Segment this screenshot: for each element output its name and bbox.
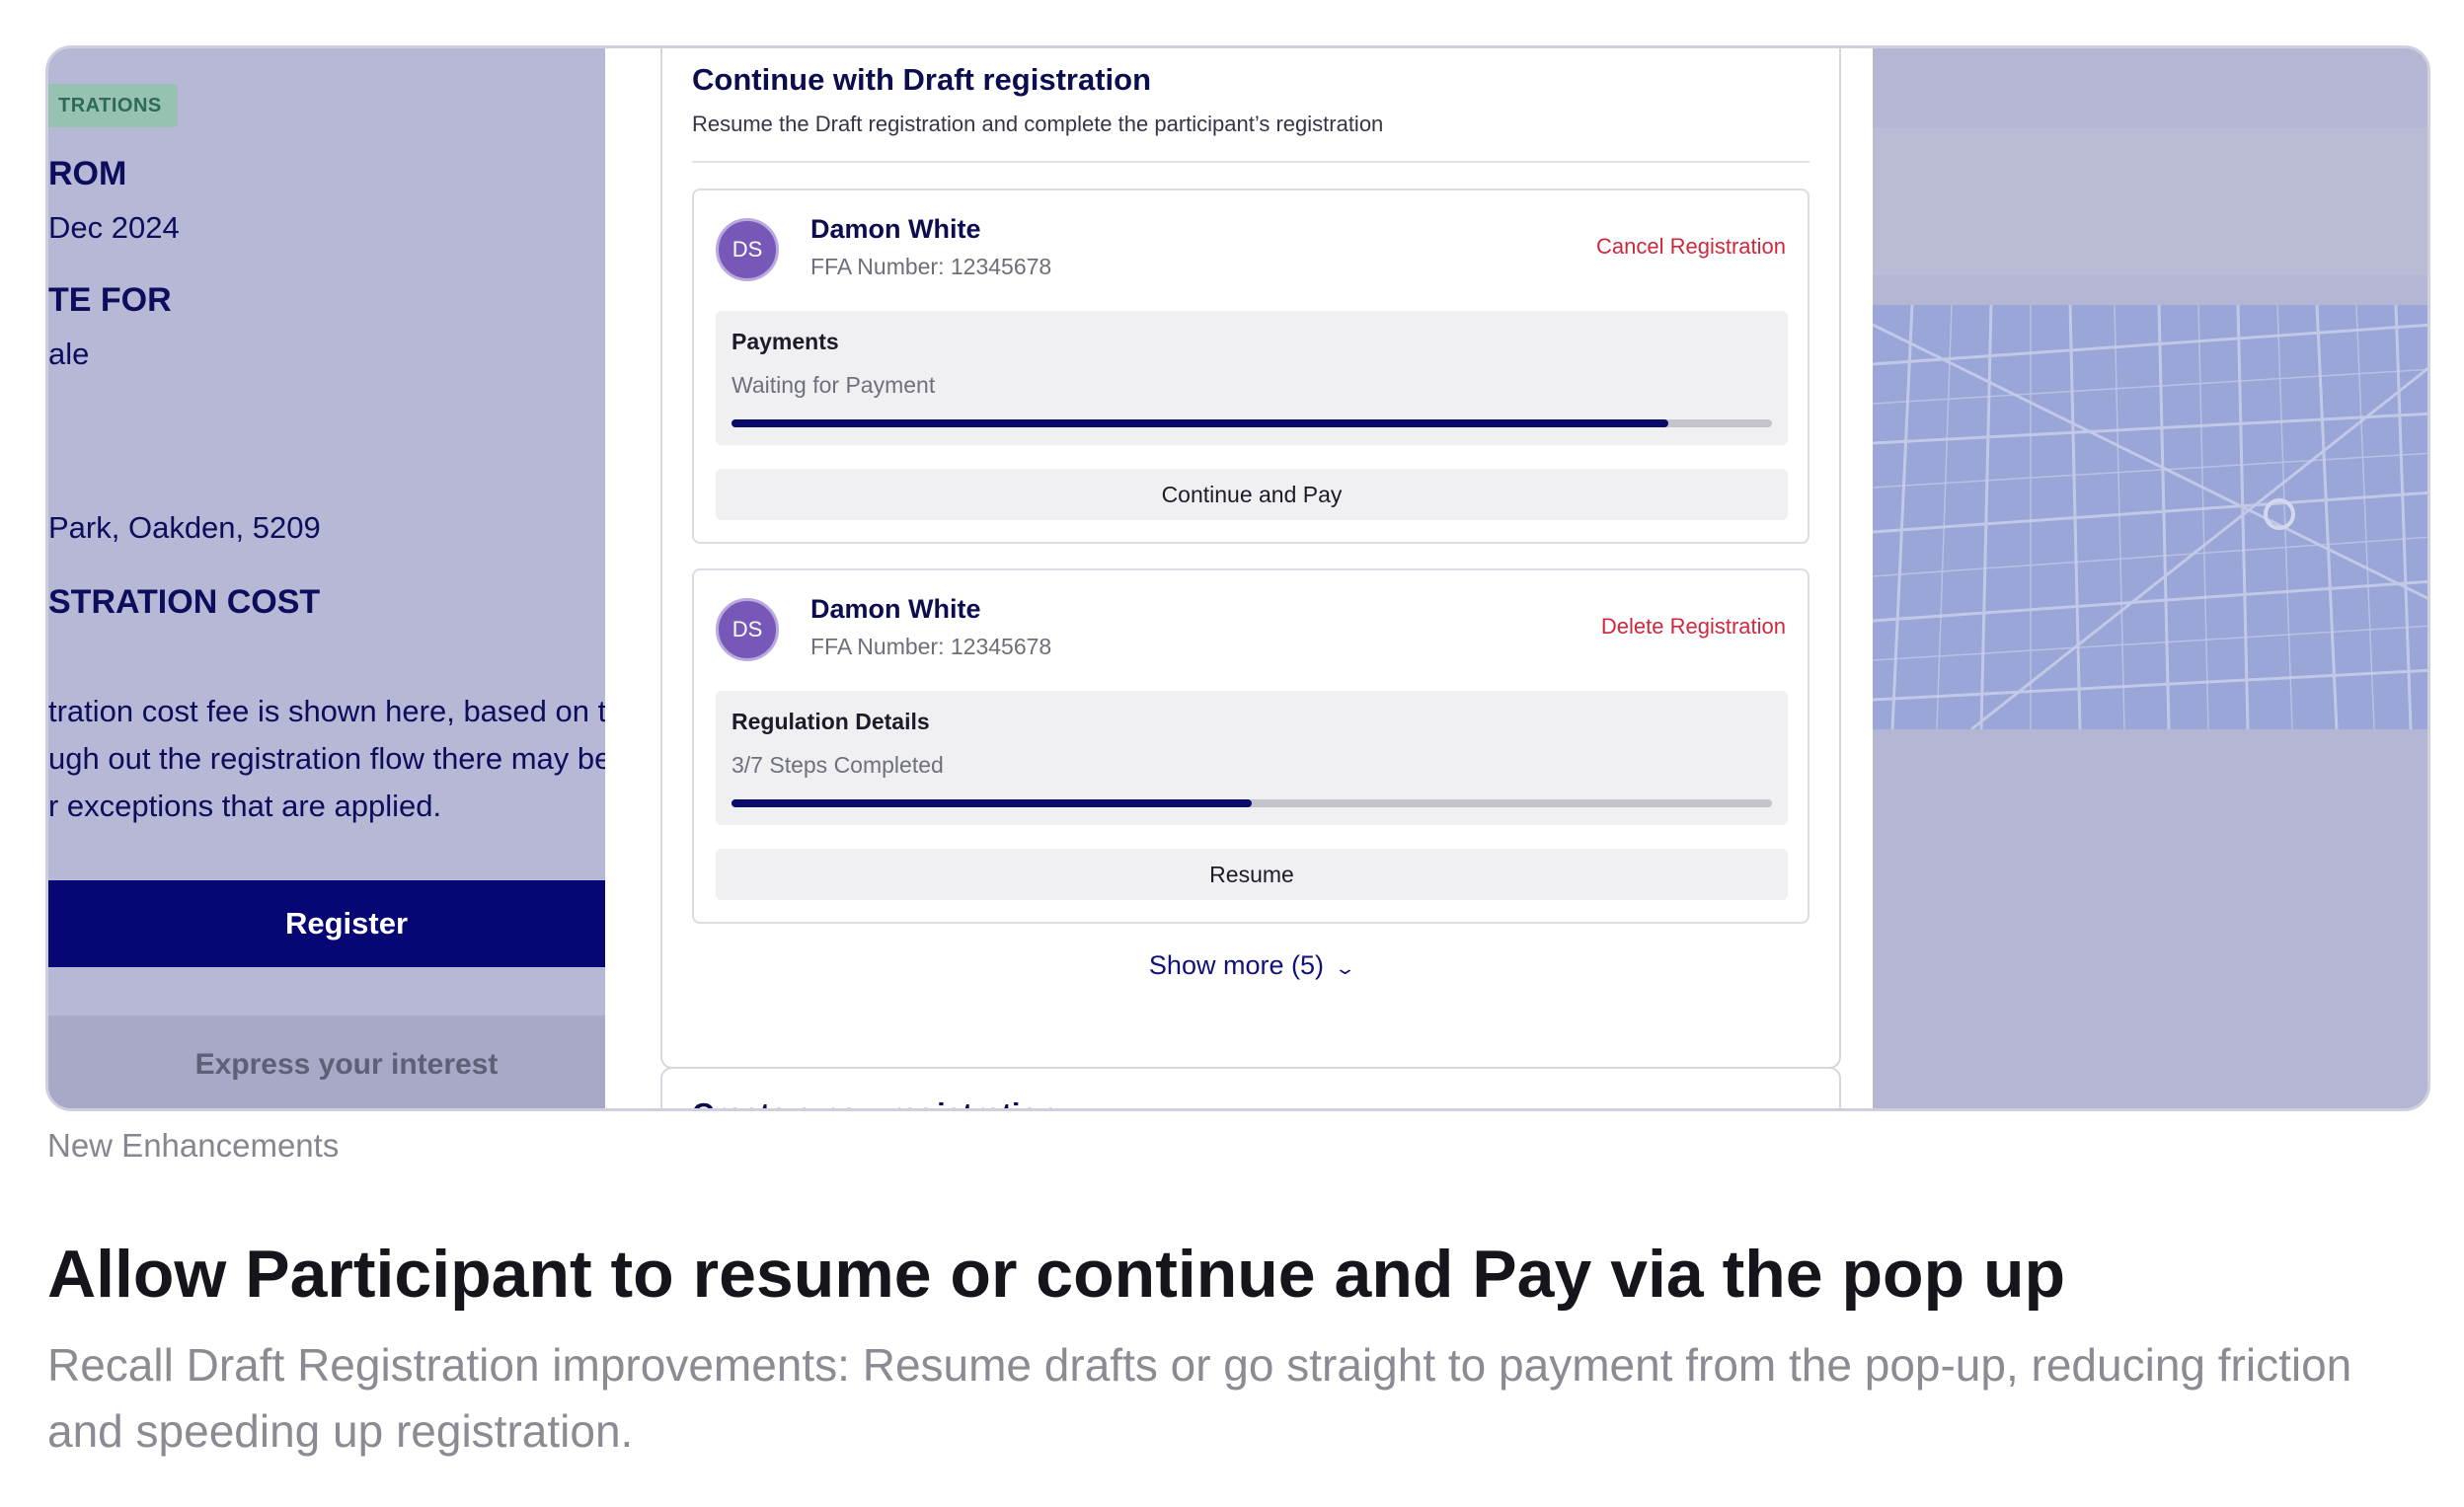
draft-card: DS Damon White FFA Number: 12345678 Canc… — [692, 188, 1810, 544]
delete-registration-link[interactable]: Delete Registration — [1600, 614, 1786, 639]
registrations-badge: TRATIONS — [48, 84, 178, 127]
resume-button[interactable]: Resume — [716, 849, 1788, 900]
status-box: Payments Waiting for Payment — [716, 311, 1788, 445]
modal-subtitle: Resume the Draft registration and comple… — [692, 112, 1384, 136]
map-image — [1873, 305, 2427, 729]
map-streets-graphic — [1873, 305, 2427, 729]
participant-name: Damon White — [810, 214, 981, 244]
feature-headline: Allow Participant to resume or continue … — [47, 1237, 2066, 1312]
modal-title: Continue with Draft registration — [692, 62, 1151, 97]
from-value: Dec 2024 — [48, 210, 180, 245]
status-title: Payments — [732, 329, 839, 354]
venue-address: Park, Oakden, 5209 — [48, 510, 321, 545]
draft-card: DS Damon White FFA Number: 12345678 Dele… — [692, 568, 1810, 924]
image-caption: New Enhancements — [47, 1127, 340, 1164]
ffa-number: FFA Number: 12345678 — [810, 254, 1052, 279]
register-button[interactable]: Register — [48, 880, 605, 967]
screenshot-frame: TRATIONS ROM Dec 2024 TE FOR ale Park, O… — [45, 45, 2430, 1111]
gender-value: ale — [48, 337, 90, 371]
show-more-label: Show more (5) — [1148, 950, 1324, 980]
draft-registration-modal: Continue with Draft registration Resume … — [605, 48, 1873, 1108]
status-text: 3/7 Steps Completed — [732, 752, 944, 778]
new-registration-title: Create a new registration — [692, 1096, 1057, 1108]
progress-track — [732, 799, 1772, 807]
participant-name: Damon White — [810, 594, 981, 624]
background-right-panel — [1873, 48, 2427, 1108]
status-title: Regulation Details — [732, 709, 930, 734]
show-more-link[interactable]: Show more (5) ⌄ — [662, 950, 1839, 981]
continue-and-pay-button[interactable]: Continue and Pay — [716, 469, 1788, 520]
cost-text-line-1: tration cost fee is shown here, based on… — [48, 694, 605, 728]
cost-text-line-3: r exceptions that are applied. — [48, 789, 442, 823]
progress-track — [732, 419, 1772, 427]
modal-divider — [692, 161, 1810, 163]
draft-registration-panel: Continue with Draft registration Resume … — [660, 48, 1841, 1069]
background-band — [1873, 127, 2427, 275]
gender-heading: TE FOR — [48, 281, 172, 319]
progress-fill — [732, 419, 1668, 427]
cancel-registration-link[interactable]: Cancel Registration — [1596, 234, 1786, 259]
background-event-page: TRATIONS ROM Dec 2024 TE FOR ale Park, O… — [48, 48, 605, 1108]
ffa-number: FFA Number: 12345678 — [810, 634, 1052, 659]
cost-text-line-2: ugh out the registration flow there may … — [48, 741, 605, 776]
status-text: Waiting for Payment — [732, 372, 936, 398]
cost-heading: STRATION COST — [48, 583, 321, 621]
avatar: DS — [716, 598, 779, 661]
express-interest-button[interactable]: Express your interest — [48, 1016, 605, 1108]
status-box: Regulation Details 3/7 Steps Completed — [716, 691, 1788, 825]
progress-fill — [732, 799, 1252, 807]
new-registration-card[interactable]: Create a new registration — [660, 1067, 1841, 1108]
chevron-down-icon: ⌄ — [1334, 958, 1356, 978]
from-heading: ROM — [48, 155, 127, 192]
feature-description: Recall Draft Registration improvements: … — [47, 1339, 2352, 1457]
avatar: DS — [716, 218, 779, 281]
